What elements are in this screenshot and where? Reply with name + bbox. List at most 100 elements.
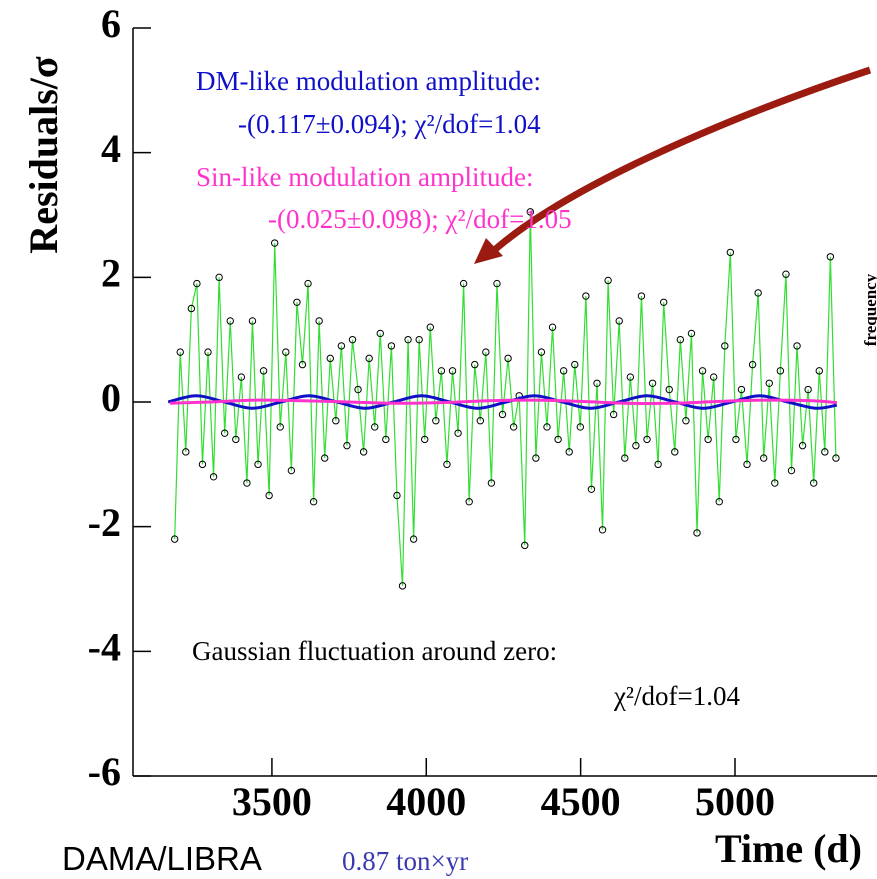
data-point (215, 273, 223, 282)
data-point (571, 360, 579, 369)
data-point (521, 541, 529, 550)
data-point (593, 379, 601, 387)
data-point (576, 423, 585, 431)
data-point (782, 270, 790, 278)
data-point (232, 435, 240, 444)
data-point (443, 460, 451, 469)
data-point (559, 367, 568, 375)
y-tick-label: -2 (88, 500, 121, 545)
data-point (182, 448, 190, 456)
y-tick-label: 2 (101, 251, 121, 296)
data-point (193, 279, 201, 288)
data-point (832, 454, 840, 462)
y-axis-label: Residuals/σ (21, 56, 66, 254)
data-point (709, 373, 718, 381)
data-point (170, 535, 179, 543)
data-point (198, 460, 207, 469)
data-point (787, 466, 796, 475)
data-point (371, 423, 379, 431)
data-point (648, 379, 657, 387)
data-point (176, 348, 184, 356)
data-point (259, 367, 268, 375)
y-tick-label: 4 (101, 126, 121, 171)
data-point (643, 435, 651, 444)
y-tick-label: -6 (88, 749, 121, 794)
data-point (398, 582, 407, 590)
data-point (426, 323, 434, 331)
data-point (293, 298, 301, 306)
data-point (437, 367, 446, 375)
arrow-head (474, 238, 503, 264)
data-point (715, 498, 723, 506)
x-axis-label: Time (d) (715, 826, 862, 871)
data-point (415, 335, 423, 344)
data-point (248, 317, 257, 325)
model-curve (169, 398, 837, 405)
data-point (554, 435, 562, 444)
data-point (732, 435, 740, 444)
annotation: Sin-like modulation amplitude: (196, 162, 533, 192)
data-point (493, 279, 501, 288)
data-point (754, 289, 762, 297)
x-tick-label: 5000 (695, 779, 775, 824)
data-point (287, 466, 296, 475)
data-point (659, 298, 668, 306)
data-point (237, 373, 246, 381)
data-point (548, 323, 557, 331)
data-point (721, 342, 729, 350)
x-tick-label: 4000 (386, 779, 466, 824)
arrow (487, 66, 872, 257)
annotation: -(0.025±0.098); χ²/dof=1.05 (268, 204, 572, 234)
data-point (298, 360, 307, 369)
data-point (254, 460, 262, 469)
data-point (187, 304, 196, 313)
data-point (321, 454, 329, 462)
data-point (404, 335, 412, 344)
data-point (621, 454, 629, 462)
annotation: Gaussian fluctuation around zero: (192, 636, 557, 666)
data-point (387, 342, 396, 350)
data-point (332, 417, 340, 425)
data-point (226, 317, 234, 325)
data-point (487, 479, 496, 487)
annotation: -(0.117±0.094); χ²/dof=1.04 (238, 109, 541, 139)
data-point (826, 253, 835, 261)
data-point (476, 417, 485, 425)
x-tick-label: 3500 (232, 779, 312, 824)
data-point (698, 367, 707, 375)
data-point (326, 354, 334, 363)
data-point (532, 454, 540, 462)
data-point (626, 373, 635, 381)
data-point (393, 491, 401, 500)
data-point (637, 292, 646, 300)
data-point (337, 342, 346, 350)
residual-line (174, 211, 837, 586)
data-point (726, 248, 735, 257)
data-point (687, 329, 696, 338)
data-point (537, 348, 546, 356)
data-point (448, 367, 457, 375)
data-point (482, 348, 490, 356)
data-point (632, 441, 640, 450)
data-point (704, 435, 712, 444)
data-point (654, 460, 662, 469)
data-point (671, 448, 679, 456)
data-point (315, 317, 323, 325)
data-point (304, 279, 312, 288)
data-point (587, 485, 596, 493)
data-point (309, 498, 318, 506)
data-point (565, 448, 573, 456)
data-point (676, 335, 685, 344)
data-point (760, 454, 768, 462)
x-tick-label: 4500 (541, 779, 621, 824)
data-point (743, 460, 751, 469)
data-point (498, 410, 507, 419)
data-point (243, 479, 251, 487)
data-point (265, 491, 273, 500)
data-point (220, 429, 229, 437)
data-point (748, 360, 757, 369)
data-point (543, 423, 551, 431)
data-point (382, 435, 390, 444)
data-point (776, 367, 785, 375)
